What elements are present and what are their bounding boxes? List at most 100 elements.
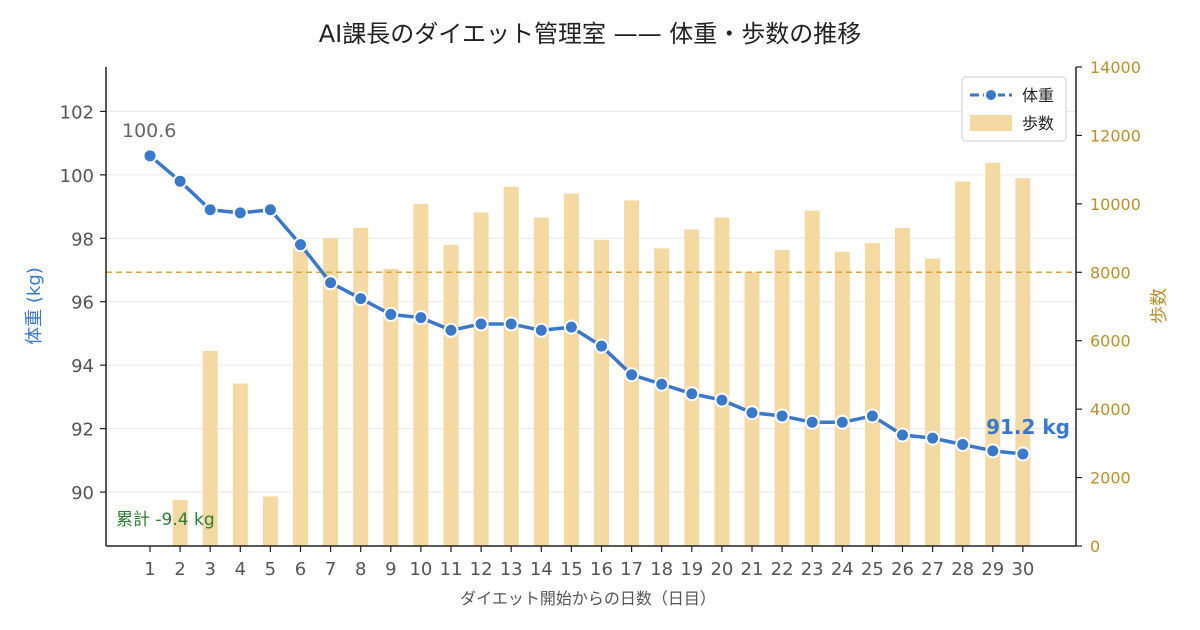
weight-point [834,414,850,430]
x-tick-label: 26 [891,559,914,580]
x-tick-label: 20 [710,559,733,580]
x-tick-label: 1 [144,559,155,580]
weight-point [413,310,429,326]
right-tick-label: 0 [1090,537,1100,556]
x-tick-label: 24 [831,559,854,580]
weight-point [503,316,519,332]
x-ticks: 1 2 3 4 5 6 7 8 9 10 11 12 13 14 15 16 17 18 19 20 21 22 23 24 2… [144,546,1034,580]
steps-bar [262,496,278,546]
x-axis-label: ダイエット開始からの日数（日目） [460,589,716,608]
x-tick-label: 23 [801,559,824,580]
x-tick-label: 3 [204,559,215,580]
weight-line [148,154,1024,456]
steps-bar [563,193,579,547]
steps-bar [864,243,880,547]
weight-point [353,291,369,307]
weight-point [383,306,399,322]
x-tick-label: 17 [620,559,643,580]
weight-point [624,367,640,383]
weight-point [563,319,579,335]
x-tick-label: 14 [530,559,553,580]
weight-point [654,376,670,392]
steps-bar [323,238,339,547]
steps-bar [594,239,609,546]
x-tick-label: 11 [440,559,463,580]
x-tick-label: 16 [590,559,613,580]
x-tick-label: 22 [771,559,794,580]
steps-bar [804,210,820,546]
x-tick-label: 21 [741,559,764,580]
weight-point [744,405,760,421]
weight-point [323,275,339,291]
weight-point [232,205,248,221]
weight-point [1015,446,1031,462]
x-tick-label: 30 [1011,559,1034,580]
x-tick-label: 13 [500,559,523,580]
legend-steps-swatch [970,115,1012,131]
x-tick-label: 19 [680,559,703,580]
steps-bar [955,181,971,546]
chart-title: AI課長のダイエット管理室 —— 体重・歩数の推移 [319,20,862,48]
steps-bar [503,186,519,546]
steps-bar [654,248,670,547]
steps-bar [1015,178,1031,547]
weight-point [142,148,158,164]
right-tick-label: 8000 [1090,263,1131,282]
steps-bar [413,203,429,546]
grid-lines [106,110,1076,493]
weight-point [443,322,459,338]
right-tick-label: 4000 [1090,400,1131,419]
y-axis-label-right: 歩数 [1149,288,1170,324]
steps-bar [774,250,790,546]
steps-bar [473,212,489,547]
weight-point [985,443,1001,459]
steps-bar [383,268,399,546]
weight-point [955,436,971,452]
weight-point [864,408,880,424]
x-tick-label: 6 [295,559,306,580]
x-tick-label: 4 [235,559,246,580]
right-ticks: 0 2000 4000 6000 8000 10000 12000 14000 [1076,58,1141,556]
right-tick-label: 6000 [1090,332,1131,351]
y-axis-label-left: 体重 (kg) [24,267,45,345]
left-tick-label: 96 [71,293,94,314]
steps-bar [834,251,850,546]
steps-bar [985,162,1001,547]
x-tick-label: 8 [355,559,366,580]
steps-bar [353,227,369,547]
x-tick-label: 15 [560,559,583,580]
right-tick-label: 14000 [1090,58,1141,77]
right-tick-label: 2000 [1090,469,1131,488]
weight-point [925,430,941,446]
x-tick-label: 5 [265,559,276,580]
weight-point [774,408,790,424]
x-tick-label: 12 [470,559,493,580]
left-tick-label: 98 [71,229,94,250]
left-tick-label: 102 [60,102,94,123]
left-ticks: 90 92 94 96 98 100 102 [60,102,106,504]
weight-point [262,202,278,218]
x-tick-label: 29 [981,559,1004,580]
x-tick-label: 28 [951,559,974,580]
left-tick-label: 94 [71,356,94,377]
x-tick-label: 25 [861,559,884,580]
right-tick-label: 12000 [1090,126,1141,145]
end-weight-label: 91.2 kg [986,415,1070,439]
left-tick-label: 100 [60,166,94,187]
steps-bar [925,258,941,546]
weight-point [293,237,308,253]
x-tick-label: 7 [325,559,336,580]
steps-bar [293,244,308,546]
weight-series [142,148,1031,462]
steps-bar [443,244,459,546]
weight-point [895,427,910,443]
start-weight-label: 100.6 [122,120,176,142]
x-tick-label: 9 [385,559,396,580]
weight-point [533,322,549,338]
steps-bar [533,217,549,547]
axes [105,67,1077,547]
weight-point [172,173,188,189]
steps-bars [172,162,1031,547]
legend-weight-label: 体重 [1022,86,1054,105]
